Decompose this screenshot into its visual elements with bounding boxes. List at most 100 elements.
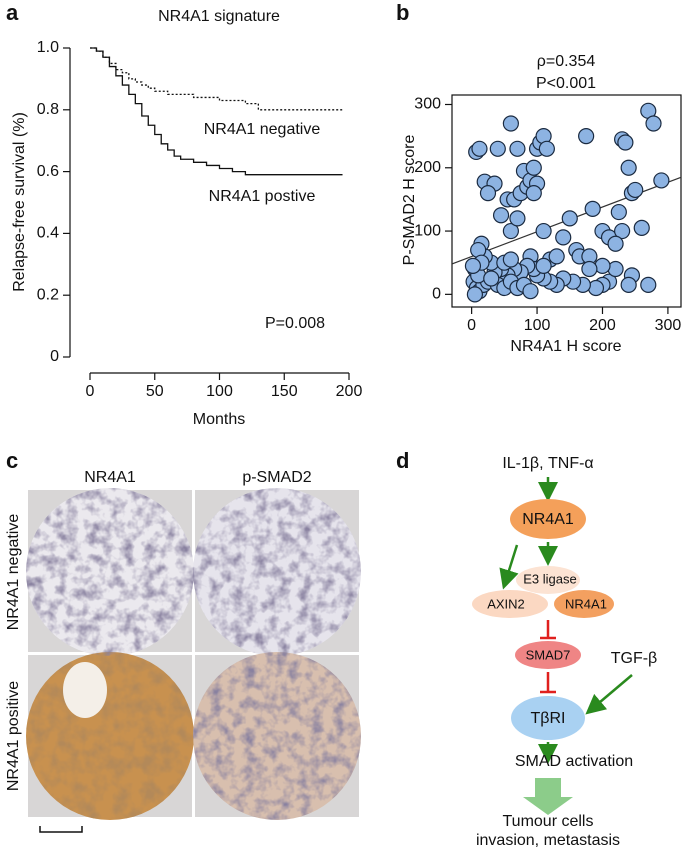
scale-bar <box>39 826 83 833</box>
scatter-point <box>522 283 539 300</box>
y-tick-label: 0.4 <box>37 225 59 242</box>
x-tick-label: 300 <box>655 317 682 334</box>
x-tick-label: 150 <box>271 383 298 400</box>
scatter-point <box>464 257 482 274</box>
scatter-point <box>581 260 598 278</box>
annotation: P<0.001 <box>536 75 596 92</box>
y-tick-label: 100 <box>414 222 441 239</box>
scatter-point <box>627 181 644 199</box>
node-label: NR4A1 <box>565 596 607 611</box>
block-arrow <box>523 778 573 815</box>
column-label: NR4A1 <box>84 469 136 486</box>
scatter-point <box>610 203 627 221</box>
node-label: AXIN2 <box>487 596 525 611</box>
y-axis-label: P-SMAD2 H score <box>401 135 418 266</box>
texture <box>193 488 361 656</box>
x-axis-label: NR4A1 H score <box>510 338 621 355</box>
x-tick-label: 0 <box>467 317 476 334</box>
y-axis-label: Relapse-free survival (%) <box>11 112 28 292</box>
node <box>472 590 548 618</box>
texture <box>26 652 194 820</box>
scatter-point <box>492 207 510 224</box>
scatter-point <box>502 222 519 240</box>
scatter-point <box>561 210 578 227</box>
arrow <box>585 674 633 715</box>
y-tick-label: 300 <box>414 96 441 113</box>
inhibition <box>540 672 556 694</box>
node-label: TβRI <box>531 710 566 727</box>
y-tick-label: 1.0 <box>37 39 59 56</box>
annotation: ρ=0.354 <box>537 53 596 70</box>
scatter-point <box>525 184 542 202</box>
y-tick-label: 0 <box>50 348 59 365</box>
micrographs <box>26 488 361 833</box>
annotation: P=0.008 <box>265 315 325 332</box>
survival-curve <box>90 47 343 176</box>
series-label: NR4A1 postive <box>209 188 316 205</box>
scatter-point <box>466 286 483 303</box>
scatter-point <box>538 140 555 157</box>
scatter-point <box>555 229 572 246</box>
outcome-label: Tumour cells <box>503 813 594 830</box>
scatter-point <box>594 257 611 274</box>
stimulus: IL-1β, TNF-α <box>502 455 593 472</box>
pathway-diagram <box>472 477 633 815</box>
scatter-point <box>617 134 634 151</box>
y-tick-label: 0.6 <box>37 163 59 180</box>
scatter-point <box>489 140 506 157</box>
y-tick-label: 0 <box>432 286 441 303</box>
scatter-point <box>471 140 488 157</box>
node <box>515 641 581 669</box>
plot-frame <box>451 94 682 308</box>
scatter-point <box>578 128 595 145</box>
y-tick-label: 200 <box>414 159 441 176</box>
node-label: NR4A1 <box>522 511 574 528</box>
x-tick-label: 50 <box>146 383 164 400</box>
arrow <box>499 544 519 590</box>
y-tick-label: 0.8 <box>37 101 59 118</box>
inhibition <box>540 620 556 640</box>
texture <box>26 488 194 656</box>
scatter-point <box>548 248 565 265</box>
scatter-point <box>607 235 624 252</box>
panel-label: b <box>396 0 409 25</box>
scatter-point <box>535 257 552 274</box>
row-label: NR4A1 positive <box>5 681 22 791</box>
scatter-point <box>584 200 601 218</box>
side-signal: TGF-β <box>611 650 658 667</box>
series-label: NR4A1 negative <box>204 121 321 138</box>
x-tick-label: 0 <box>86 383 95 400</box>
scatter-point <box>479 184 497 202</box>
row-label: NR4A1 negative <box>5 514 22 631</box>
chart-title: NR4A1 signature <box>158 8 280 25</box>
node <box>516 566 580 594</box>
node <box>511 696 585 740</box>
column-label: p-SMAD2 <box>242 469 311 486</box>
y-tick-label: 0.2 <box>37 286 59 303</box>
scatter-point <box>620 159 637 176</box>
x-axis-label: Months <box>193 411 245 428</box>
scatter-point <box>509 210 526 227</box>
node <box>510 499 586 539</box>
x-tick-label: 200 <box>589 317 616 334</box>
scatter-point <box>483 270 500 287</box>
scatter-point <box>509 140 526 157</box>
texture <box>193 652 361 820</box>
x-tick-label: 100 <box>524 317 551 334</box>
scatter-point <box>653 172 670 189</box>
scatter-point <box>502 251 519 268</box>
scatter-point <box>640 276 657 293</box>
scatter-point <box>645 115 662 132</box>
activation-label: SMAD activation <box>515 753 633 770</box>
x-tick-label: 100 <box>206 383 233 400</box>
scatter-point <box>607 260 624 278</box>
x-tick-label: 200 <box>336 383 363 400</box>
scatter-point <box>620 276 637 293</box>
outcome-label: invasion, metastasis <box>476 832 620 849</box>
survival-curve <box>90 47 343 111</box>
lumen <box>63 662 107 718</box>
scatter-point <box>614 222 631 240</box>
node-label: SMAD7 <box>526 647 571 662</box>
scatter-point <box>525 159 542 176</box>
